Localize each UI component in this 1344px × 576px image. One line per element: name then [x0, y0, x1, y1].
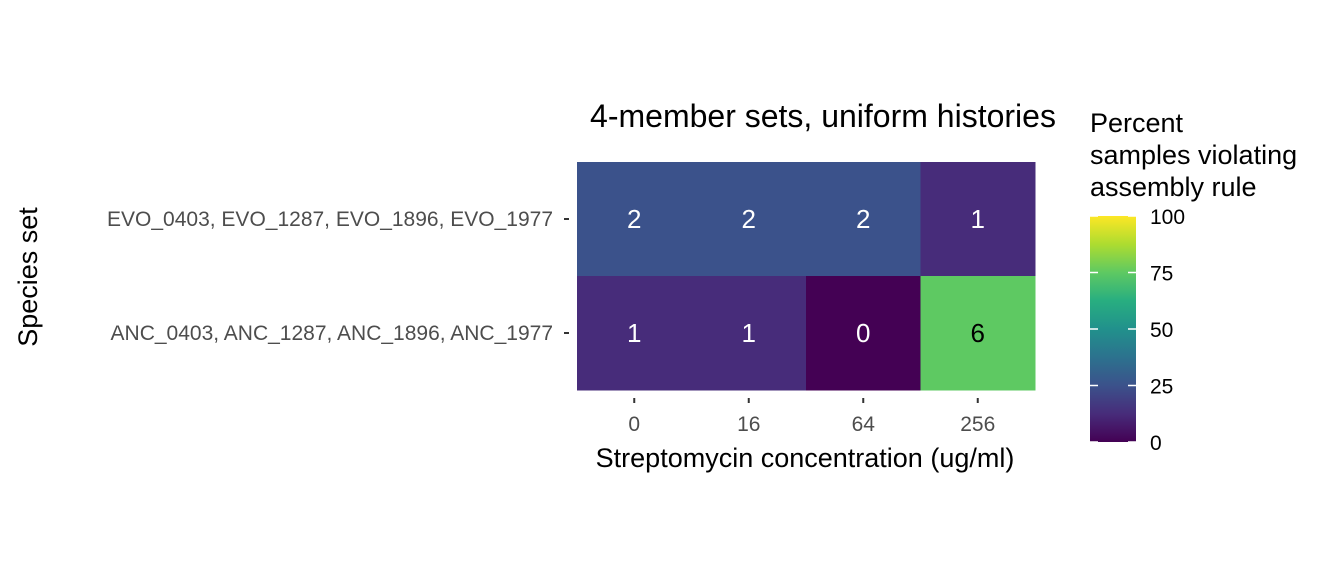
- x-tick-label: 16: [737, 413, 760, 436]
- chart-title: 4-member sets, uniform histories: [590, 98, 1056, 134]
- x-axis: 0 16 64 256: [628, 398, 995, 436]
- cell-value-label: 1: [742, 318, 756, 348]
- y-tick-label: ANC_0403, ANC_1287, ANC_1896, ANC_1977: [111, 322, 553, 345]
- x-tick-label: 0: [628, 413, 640, 436]
- y-axis: EVO_0403, EVO_1287, EVO_1896, EVO_1977 AN…: [107, 208, 569, 345]
- cell-value-label: 6: [971, 318, 985, 348]
- legend-tick-label: 50: [1150, 319, 1173, 342]
- legend-ticks: 0 25 50 75 100: [1090, 206, 1185, 455]
- cell-value-label: 2: [627, 204, 641, 234]
- heatmap-cell-labels: 2 2 2 1 1 1 0 6: [627, 204, 985, 348]
- color-legend: Percent samples violating assembly rule …: [1090, 108, 1297, 455]
- x-axis-title: Streptomycin concentration (ug/ml): [596, 443, 1015, 473]
- legend-tick-label: 100: [1150, 206, 1185, 229]
- heatmap-cell: [691, 162, 807, 277]
- cell-value-label: 0: [856, 318, 870, 348]
- heatmap-cell: [806, 162, 921, 277]
- heatmap-cell: [920, 162, 1036, 277]
- legend-tick-label: 25: [1150, 376, 1173, 399]
- x-tick-label: 256: [960, 413, 995, 436]
- legend-title-line-1: Percent: [1090, 108, 1184, 138]
- legend-title-line-3: assembly rule: [1090, 172, 1257, 202]
- x-tick-label: 64: [852, 413, 876, 436]
- heatmap-cells: [577, 162, 1036, 391]
- y-axis-title: Species set: [13, 207, 43, 347]
- heatmap-cell: [577, 162, 692, 277]
- heatmap-cell: [691, 276, 807, 391]
- heatmap-cell: [920, 276, 1036, 391]
- cell-value-label: 1: [627, 318, 641, 348]
- cell-value-label: 2: [856, 204, 870, 234]
- legend-tick-label: 75: [1150, 263, 1173, 286]
- legend-tick-label: 0: [1150, 432, 1162, 455]
- heatmap-cell: [806, 276, 921, 391]
- y-tick-label: EVO_0403, EVO_1287, EVO_1896, EVO_1977: [107, 208, 553, 231]
- heatmap-cell: [577, 276, 692, 391]
- legend-title-line-2: samples violating: [1090, 140, 1297, 170]
- cell-value-label: 1: [971, 204, 985, 234]
- cell-value-label: 2: [742, 204, 756, 234]
